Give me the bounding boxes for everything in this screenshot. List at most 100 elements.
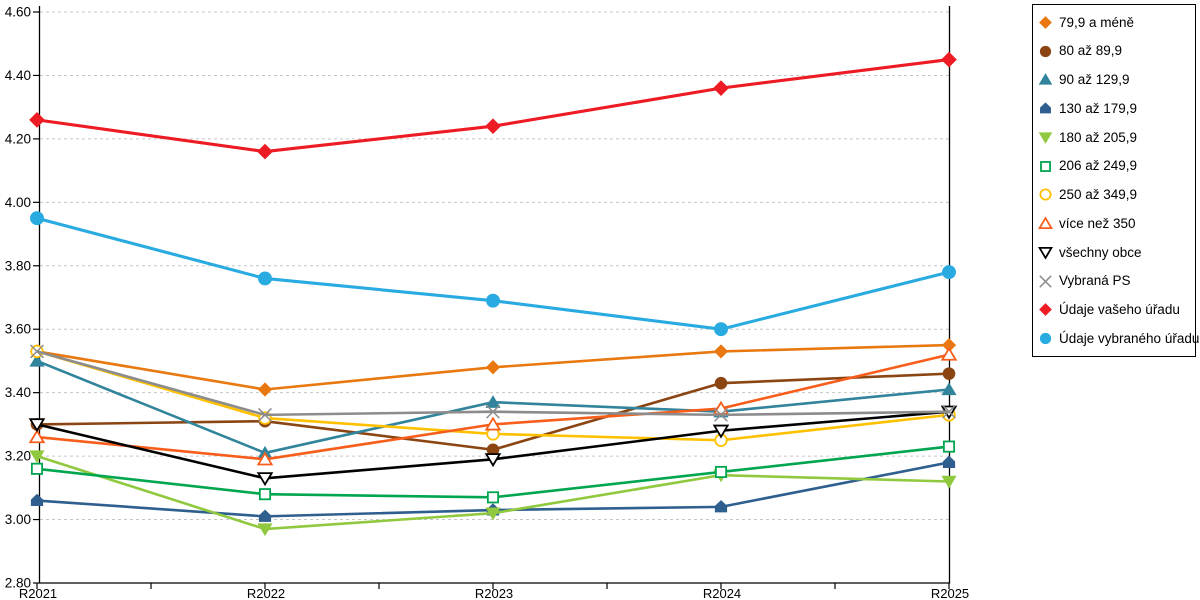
legend-item-label: 206 až 249,9 bbox=[1059, 158, 1138, 174]
data-point-marker bbox=[714, 376, 728, 390]
data-point-marker bbox=[485, 360, 501, 375]
y-axis-label: 3.00 bbox=[5, 512, 31, 527]
data-point-marker bbox=[485, 507, 501, 521]
legend-item-label: Vybraná PS bbox=[1059, 273, 1131, 289]
data-point-marker bbox=[1038, 216, 1053, 230]
legend-item: Údaje vašeho úřadu bbox=[1038, 296, 1193, 325]
data-point-marker bbox=[1038, 246, 1053, 260]
legend-item: 206 až 249,9 bbox=[1038, 152, 1193, 181]
y-axis-label: 2.80 bbox=[5, 576, 31, 591]
legend-item: 130 až 179,9 bbox=[1038, 94, 1193, 123]
data-point-marker bbox=[257, 523, 273, 537]
data-point-marker bbox=[486, 404, 500, 419]
data-point-marker bbox=[256, 451, 274, 466]
series-square bbox=[30, 440, 956, 504]
data-point-marker bbox=[941, 51, 957, 68]
data-point-marker bbox=[1040, 102, 1051, 114]
legend-marker-triangle-down-icon bbox=[1038, 132, 1053, 144]
data-point-marker bbox=[30, 211, 44, 226]
data-point-marker bbox=[486, 293, 500, 308]
data-point-marker bbox=[714, 407, 728, 422]
data-point-marker bbox=[714, 465, 728, 478]
data-point-marker bbox=[714, 500, 728, 513]
legend-item: 80 až 89,9 bbox=[1038, 37, 1193, 66]
data-point-marker bbox=[1039, 45, 1052, 57]
data-point-marker bbox=[1039, 303, 1052, 317]
legend-marker-triangle-up-icon bbox=[1038, 216, 1053, 230]
legend-item-label: 180 až 205,9 bbox=[1059, 129, 1138, 145]
data-point-marker bbox=[942, 404, 956, 419]
legend-item-label: 90 až 129,9 bbox=[1059, 72, 1130, 88]
chart-legend: 79,9 a méně 80 až 89,9 90 až 129,9 130 až 1… bbox=[1032, 4, 1199, 357]
legend-item: 90 až 129,9 bbox=[1038, 66, 1193, 95]
legend-item-label: 130 až 179,9 bbox=[1059, 100, 1138, 116]
data-point-marker bbox=[1039, 188, 1052, 201]
y-axis-label: 4.00 bbox=[5, 195, 31, 210]
legend-item: 79,9 a méně bbox=[1038, 8, 1193, 37]
legend-marker-circle-icon bbox=[1039, 45, 1052, 57]
data-point-marker bbox=[942, 455, 956, 468]
data-point-marker bbox=[29, 353, 45, 367]
legend-item: 250 až 349,9 bbox=[1038, 181, 1193, 210]
legend-marker-circle-icon bbox=[1039, 188, 1052, 201]
data-point-marker bbox=[258, 407, 272, 422]
data-point-marker bbox=[258, 271, 272, 286]
series-circle bbox=[30, 344, 956, 447]
data-point-marker bbox=[28, 429, 46, 444]
x-axis-label: R2021 bbox=[19, 586, 57, 600]
series-x bbox=[30, 344, 956, 422]
data-point-marker bbox=[256, 472, 274, 487]
data-point-marker bbox=[713, 80, 729, 96]
data-point-marker bbox=[30, 493, 44, 507]
data-point-marker bbox=[1038, 132, 1053, 144]
legend-item: více než 350 bbox=[1038, 209, 1193, 238]
data-point-marker bbox=[257, 382, 273, 397]
legend-marker-diamond-icon bbox=[1039, 15, 1052, 29]
data-point-marker bbox=[942, 265, 956, 280]
legend-item: všechny obce bbox=[1038, 238, 1193, 267]
y-axis-label: 3.20 bbox=[5, 449, 31, 464]
legend-item-label: více než 350 bbox=[1059, 215, 1136, 231]
data-point-marker bbox=[1039, 332, 1052, 345]
legend-item: Údaje vybraného úřadu bbox=[1038, 324, 1199, 353]
series-circle bbox=[30, 211, 956, 337]
data-point-marker bbox=[29, 450, 45, 464]
y-axis-label: 4.20 bbox=[5, 131, 31, 146]
legend-item-label: Údaje vybraného úřadu bbox=[1059, 330, 1200, 346]
data-point-marker bbox=[941, 475, 957, 489]
data-point-marker bbox=[30, 344, 44, 359]
series-diamond bbox=[29, 51, 957, 160]
legend-item: 180 až 205,9 bbox=[1038, 123, 1193, 152]
data-point-marker bbox=[485, 118, 501, 135]
data-point-marker bbox=[258, 509, 272, 522]
legend-item-label: Údaje vašeho úřadu bbox=[1059, 302, 1180, 318]
x-axis-label: R2022 bbox=[247, 586, 285, 600]
y-axis-label: 4.60 bbox=[5, 5, 31, 20]
data-point-marker bbox=[257, 143, 273, 160]
legend-item-label: všechny obce bbox=[1059, 244, 1142, 260]
data-point-marker bbox=[941, 382, 957, 396]
data-point-marker bbox=[486, 491, 500, 504]
legend-item: Vybraná PS bbox=[1038, 267, 1193, 296]
legend-marker-diamond-icon bbox=[1039, 303, 1052, 317]
data-point-marker bbox=[484, 453, 502, 468]
data-point-marker bbox=[1039, 15, 1052, 29]
series-line bbox=[35, 58, 951, 154]
legend-marker-square-icon bbox=[1040, 160, 1051, 172]
legend-item-label: 79,9 a méně bbox=[1059, 14, 1135, 30]
data-point-marker bbox=[1040, 160, 1051, 172]
axes: 4.60 4.40 4.20 4.00 3.80 3.60 3.40 3.20 3.00 2.80… bbox=[5, 5, 969, 600]
data-point-marker bbox=[714, 322, 728, 337]
data-point-marker bbox=[1038, 73, 1053, 85]
data-point-marker bbox=[713, 344, 729, 359]
data-point-marker bbox=[1039, 274, 1052, 288]
data-point-marker bbox=[940, 346, 958, 361]
x-axis-label: R2023 bbox=[475, 586, 513, 600]
data-point-marker bbox=[258, 488, 272, 501]
y-axis-label: 3.80 bbox=[5, 258, 31, 273]
y-axis-label: 4.40 bbox=[5, 68, 31, 83]
y-axis-label: 3.60 bbox=[5, 322, 31, 337]
x-axis-label: R2024 bbox=[703, 586, 741, 600]
